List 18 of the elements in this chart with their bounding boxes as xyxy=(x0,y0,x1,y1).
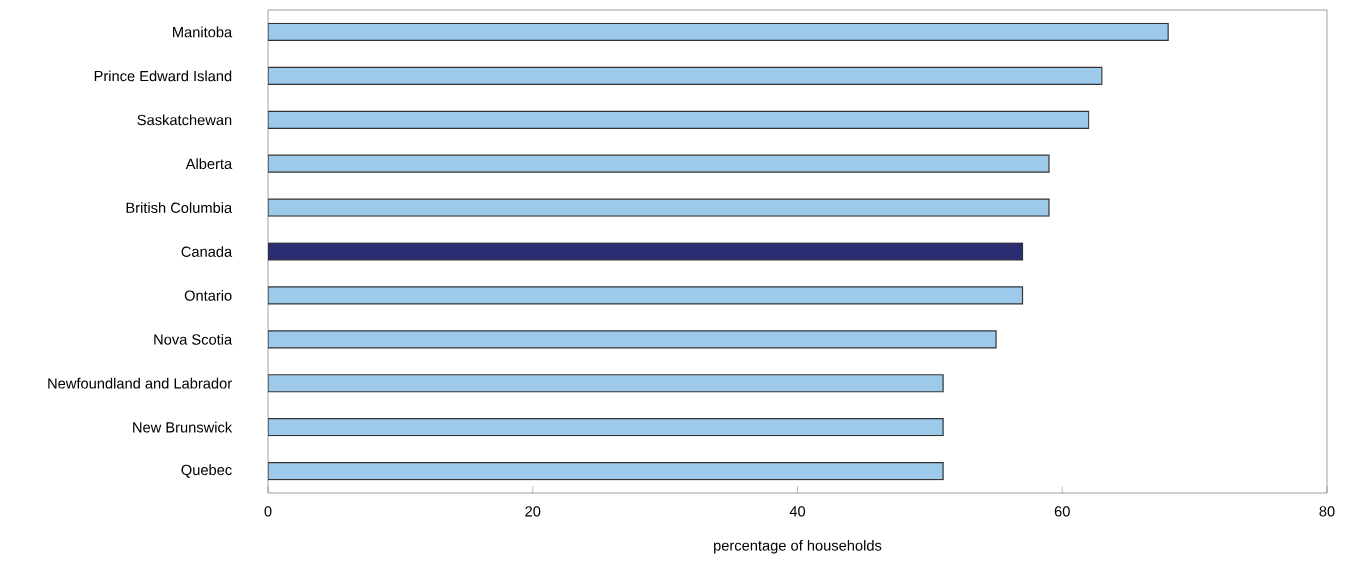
y-tick-label: Prince Edward Island xyxy=(94,70,232,82)
y-tick-label: Newfoundland and Labrador xyxy=(48,377,232,389)
x-tick-label: 80 xyxy=(1319,506,1335,517)
x-tick-label: 0 xyxy=(264,506,272,517)
y-tick-label: Nova Scotia xyxy=(154,333,233,345)
bar xyxy=(268,242,1024,261)
x-axis-title: percentage of households xyxy=(714,539,882,554)
y-tick-label: Manitoba xyxy=(173,26,233,38)
y-tick-label: Ontario xyxy=(184,290,232,301)
y-tick-label: Quebec xyxy=(181,464,232,478)
y-tick-label: Canada xyxy=(181,246,233,257)
y-tick-label: New Brunswick xyxy=(133,421,233,433)
y-tick-label: British Columbia xyxy=(126,202,233,213)
x-tick-label: 60 xyxy=(1054,506,1070,517)
x-tick-label: 40 xyxy=(789,506,806,517)
y-tick-label: Alberta xyxy=(185,158,233,170)
y-tick-label: Saskatchewan xyxy=(137,114,232,126)
x-tick-label: 20 xyxy=(525,506,541,517)
